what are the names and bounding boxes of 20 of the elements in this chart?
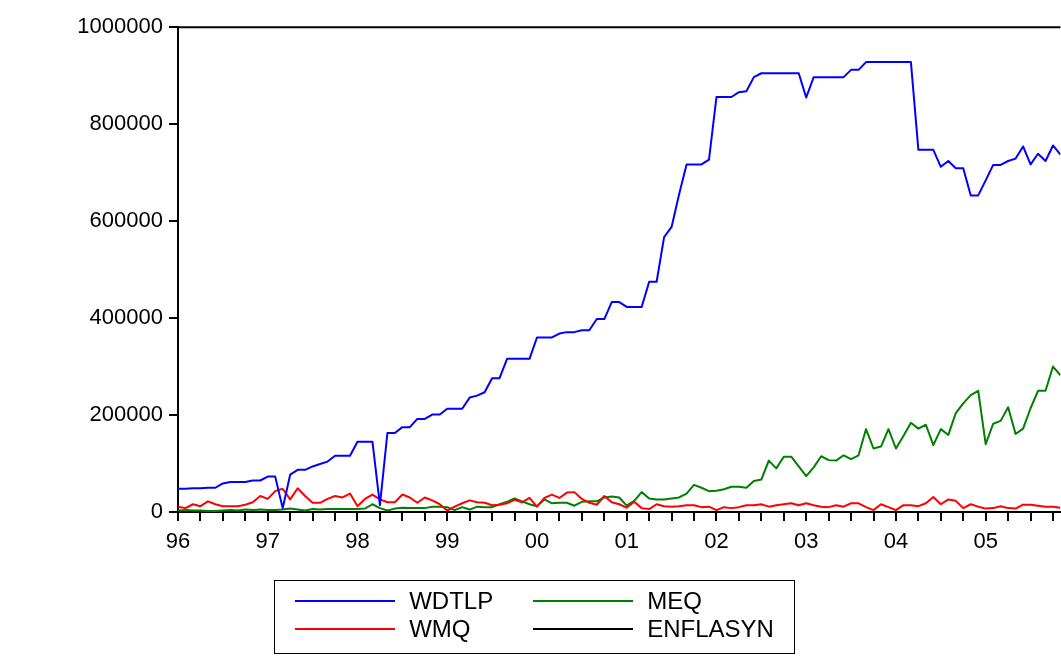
x-tick-label: 97 [255,528,280,554]
legend-label: WMQ [409,615,471,643]
x-tick-label: 02 [704,528,729,554]
x-tick-label: 00 [524,528,550,554]
legend-label: MEQ [647,587,702,615]
legend-label: ENFLASYN [647,615,774,643]
x-tick-label: 98 [345,528,370,554]
y-tick-label: 0 [150,498,163,524]
y-tick-label: 600000 [89,207,163,233]
y-tick-label: 1000000 [77,13,163,39]
y-tick-label: 200000 [89,401,163,427]
y-tick-label: 400000 [89,304,163,330]
x-tick-label: 03 [793,528,819,554]
y-tick-label: 800000 [89,110,163,136]
x-tick-label: 01 [614,528,639,554]
x-tick-label: 99 [434,528,460,554]
x-tick-label: 05 [973,528,998,554]
legend-label: WDTLP [409,587,494,615]
x-tick-label: 96 [165,528,191,554]
x-tick-label: 04 [883,528,909,554]
